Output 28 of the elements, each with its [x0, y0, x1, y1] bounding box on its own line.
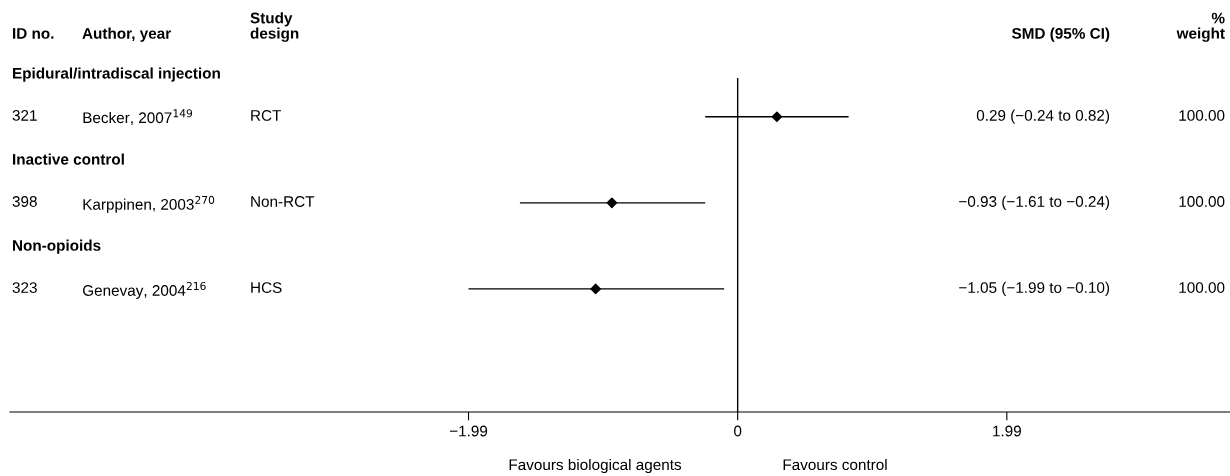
annotation: 100.00 — [1179, 196, 1225, 207]
text: Favours control — [783, 458, 887, 471]
annotation: 323 — [12, 282, 37, 293]
x-tick-label: 1.99 — [993, 425, 1021, 437]
annotation: RCT — [251, 110, 282, 121]
text: Author, year — [82, 27, 171, 42]
y-tick-label: Genevay, 2004$^{216}$ — [82, 281, 206, 299]
x-tick-label: −1.99 — [449, 425, 488, 437]
text: Study design — [250, 12, 299, 42]
y-tick-label: Becker, 2007$^{149}$ — [83, 109, 193, 125]
annotation: Epidural/intradiscal injection — [13, 67, 220, 82]
text: SMD (95% CI) — [1011, 27, 1110, 42]
annotation: −1.05 (−1.99 to −0.10) — [959, 281, 1110, 297]
annotation: 100.00 — [1179, 110, 1225, 121]
text: Favours biological agents — [509, 458, 682, 474]
annotation: Non-opioids — [13, 239, 101, 254]
annotation: 100.00 — [1179, 282, 1225, 293]
y-tick-label: Karppinen, 2003$^{270}$ — [83, 195, 215, 213]
annotation: −0.93 (−1.61 to −0.24) — [959, 195, 1110, 210]
text: ID no. — [13, 28, 54, 39]
annotation: 0.29 (−0.24 to 0.82) — [976, 109, 1110, 124]
x-tick-label: 0 — [734, 425, 742, 437]
annotation: Inactive control — [13, 153, 124, 165]
text: % weight — [1176, 12, 1225, 42]
annotation: Non-RCT — [251, 196, 315, 207]
annotation: HCS — [251, 282, 282, 293]
annotation: 398 — [12, 196, 37, 207]
annotation: 321 — [12, 110, 37, 121]
